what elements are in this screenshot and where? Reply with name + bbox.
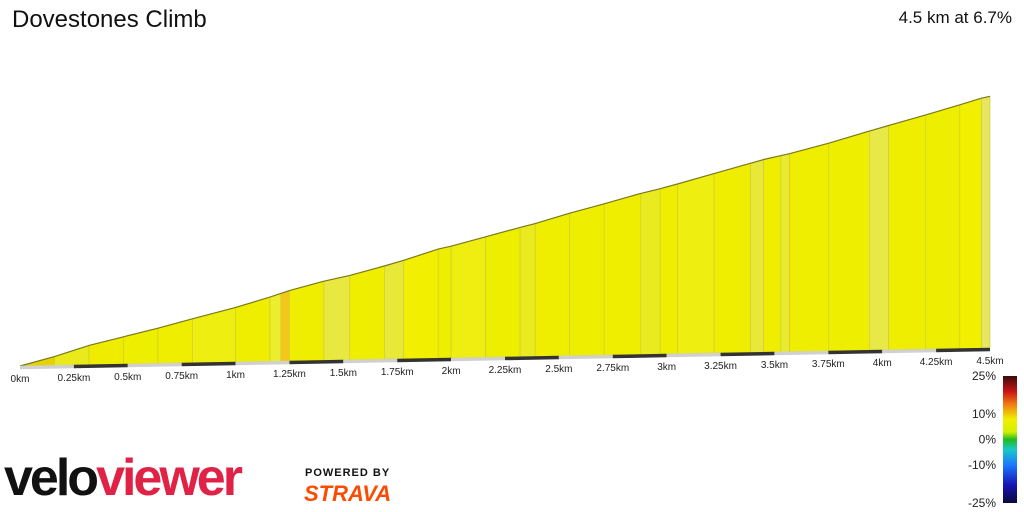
km-tick-label: 1.75km xyxy=(381,367,414,378)
baseline-bar xyxy=(451,356,506,362)
profile-segment xyxy=(235,296,271,363)
km-tick-label: 3.5km xyxy=(761,360,788,371)
profile-segment xyxy=(981,95,991,349)
baseline-bar xyxy=(558,354,613,360)
km-tick-label: 1km xyxy=(226,370,245,381)
km-tick-label: 0.25km xyxy=(57,373,90,384)
km-tick-label: 3.25km xyxy=(704,361,737,372)
profile-segment xyxy=(485,227,521,358)
profile-segment xyxy=(868,125,890,351)
gradient-scale-label: 0% xyxy=(979,433,997,447)
profile-segment xyxy=(123,327,159,365)
profile-segment xyxy=(569,203,605,357)
baseline-bar xyxy=(235,360,290,366)
km-tick-label: 4km xyxy=(873,358,892,369)
km-tick-label: 0.5km xyxy=(114,372,141,383)
gradient-color-bar xyxy=(1003,376,1017,503)
km-tick-label: 4.25km xyxy=(920,357,953,368)
km-tick-label: 0km xyxy=(11,374,30,385)
baseline xyxy=(19,347,991,370)
profile-segment xyxy=(450,236,486,359)
profile-segment xyxy=(157,318,193,364)
profile-segment xyxy=(659,183,678,355)
profile-segment xyxy=(383,259,405,360)
powered-by-label: POWERED BY xyxy=(305,467,391,479)
baseline-bar xyxy=(127,362,182,368)
baseline-bar xyxy=(774,350,829,356)
baseline-bar xyxy=(666,352,721,358)
baseline-bar xyxy=(289,359,344,365)
climb-summary: 4.5 km at 6.7% xyxy=(898,8,1012,27)
baseline-bar xyxy=(720,351,775,357)
baseline-bar xyxy=(936,347,991,353)
profile-segment xyxy=(677,173,715,355)
baseline-bar xyxy=(181,361,236,367)
profile-segment xyxy=(750,159,765,353)
baseline-bar xyxy=(504,355,559,361)
km-tick-label: 4.5km xyxy=(976,356,1003,367)
profile-segment xyxy=(959,97,982,349)
km-tick-label: 1.25km xyxy=(273,369,306,380)
km-tick-label: 2.5km xyxy=(545,364,572,375)
profile-segment xyxy=(640,188,661,355)
baseline-bar xyxy=(343,358,398,364)
profile-segment xyxy=(519,223,536,358)
profile-outline xyxy=(19,95,991,367)
profile-segment xyxy=(269,292,282,362)
km-tick-label: 2.25km xyxy=(489,365,522,376)
baseline-bar xyxy=(73,363,128,369)
profile-segment xyxy=(924,104,961,350)
page-title: Dovestones Climb xyxy=(12,6,207,33)
logo-viewer: viewer xyxy=(96,449,243,507)
profile-segment xyxy=(827,130,870,352)
profile-segment xyxy=(603,193,642,356)
profile-segment xyxy=(349,265,385,361)
profile-segment xyxy=(789,142,829,353)
baseline-bar xyxy=(19,364,74,370)
km-tick-label: 3.75km xyxy=(812,359,845,370)
km-tick-label: 3km xyxy=(657,362,676,373)
gradient-scale-label: -25% xyxy=(968,496,996,510)
km-tick-label: 1.5km xyxy=(330,368,357,379)
logo-velo: velo xyxy=(4,449,99,507)
profile-segment xyxy=(192,307,236,364)
profile-segment xyxy=(780,153,790,353)
profile-segment xyxy=(403,248,439,360)
gradient-scale-label: 10% xyxy=(972,407,996,421)
profile-segment xyxy=(713,162,752,354)
veloviewer-logo: veloviewer xyxy=(4,449,243,507)
km-tick-label: 0.75km xyxy=(165,371,198,382)
baseline-bar xyxy=(612,353,667,359)
profile-segments xyxy=(19,95,991,367)
profile-segment xyxy=(534,212,571,357)
baseline-bar xyxy=(828,349,883,355)
profile-segment xyxy=(323,275,351,361)
km-tick-label: 2km xyxy=(442,366,461,377)
profile-segment xyxy=(763,155,782,353)
gradient-scale-label: -10% xyxy=(968,458,996,472)
baseline-bar xyxy=(397,357,452,363)
profile-segment xyxy=(289,280,325,362)
gradient-scale-label: 25% xyxy=(972,369,996,383)
km-axis: 0km 0.25km 0.5km 0.75km 1km 1.25km 1.5km 1.75km… xyxy=(11,356,1004,385)
strava-logo: STRAVA xyxy=(304,481,392,506)
profile-segment xyxy=(437,245,452,359)
profile-segment xyxy=(888,114,926,351)
km-tick-label: 2.75km xyxy=(596,363,629,374)
profile-segment xyxy=(280,290,290,362)
gradient-scale: 25% 10% 0% -10% -25% xyxy=(968,369,1017,510)
baseline-bar xyxy=(882,348,937,354)
